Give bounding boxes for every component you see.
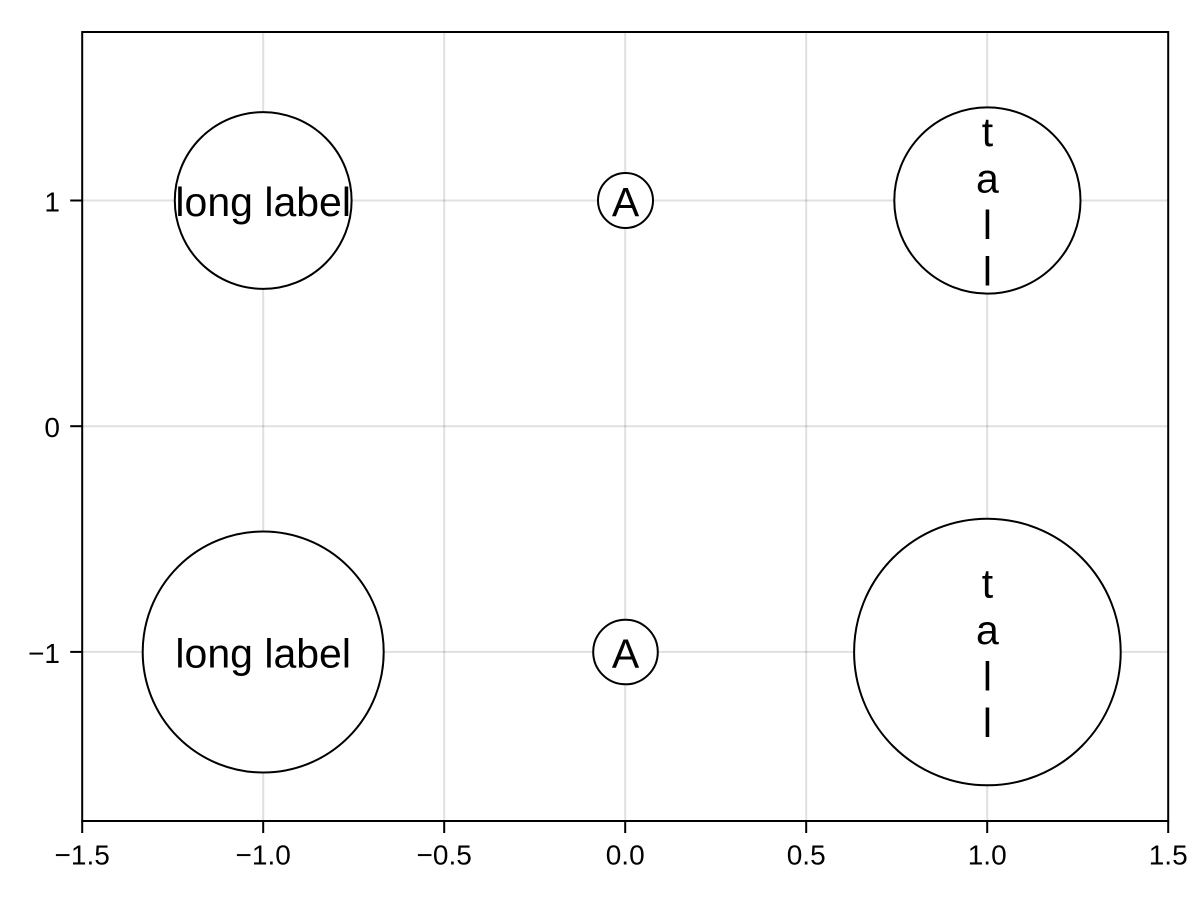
- svg-text:long label: long label: [175, 630, 351, 676]
- svg-text:−1: −1: [28, 638, 60, 669]
- svg-text:long label: long label: [175, 179, 351, 225]
- svg-text:1: 1: [44, 187, 60, 218]
- svg-text:−1.0: −1.0: [236, 840, 291, 871]
- svg-text:l: l: [983, 654, 992, 700]
- svg-text:l: l: [983, 202, 992, 248]
- svg-text:l: l: [983, 249, 992, 295]
- svg-text:l: l: [983, 700, 992, 746]
- svg-text:0.5: 0.5: [787, 840, 826, 871]
- svg-text:1.0: 1.0: [968, 840, 1007, 871]
- svg-text:0.0: 0.0: [606, 840, 645, 871]
- svg-text:t: t: [982, 560, 994, 606]
- svg-text:A: A: [612, 630, 640, 676]
- svg-text:0: 0: [44, 412, 60, 443]
- svg-text:1.5: 1.5: [1149, 840, 1188, 871]
- svg-text:−1.5: −1.5: [55, 840, 110, 871]
- svg-text:A: A: [612, 179, 640, 225]
- svg-text:−0.5: −0.5: [417, 840, 472, 871]
- svg-text:t: t: [982, 109, 994, 155]
- svg-text:a: a: [976, 155, 999, 201]
- svg-text:a: a: [976, 607, 999, 653]
